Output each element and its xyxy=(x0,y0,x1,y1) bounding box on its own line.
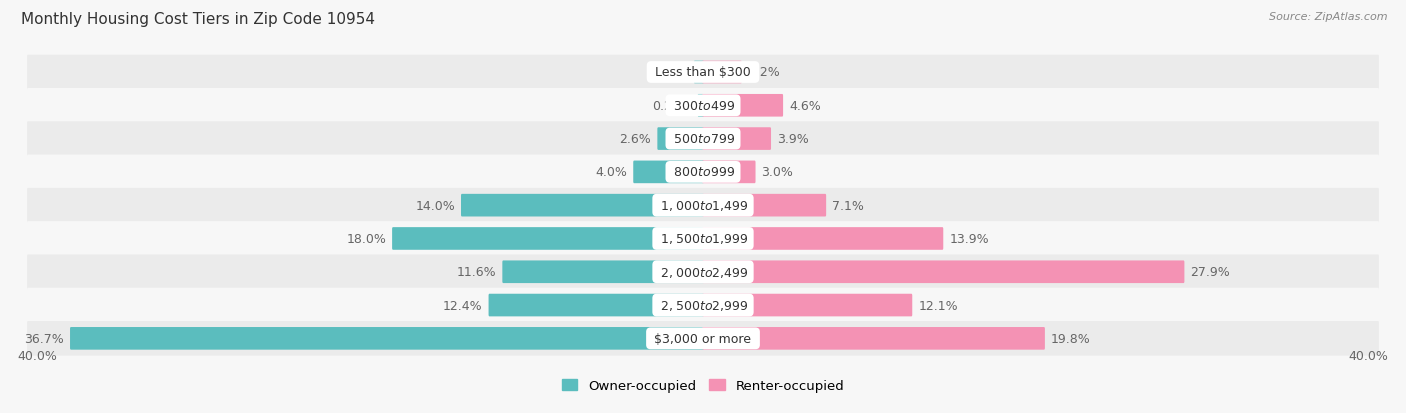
FancyBboxPatch shape xyxy=(27,288,1379,323)
Text: 4.6%: 4.6% xyxy=(789,100,821,112)
FancyBboxPatch shape xyxy=(502,261,704,283)
FancyBboxPatch shape xyxy=(27,155,1379,190)
FancyBboxPatch shape xyxy=(27,188,1379,223)
FancyBboxPatch shape xyxy=(27,255,1379,290)
Text: 12.1%: 12.1% xyxy=(918,299,957,312)
Legend: Owner-occupied, Renter-occupied: Owner-occupied, Renter-occupied xyxy=(557,374,849,398)
Text: 36.7%: 36.7% xyxy=(24,332,65,345)
FancyBboxPatch shape xyxy=(702,95,783,117)
Text: 11.6%: 11.6% xyxy=(457,266,496,279)
Text: $300 to $499: $300 to $499 xyxy=(669,100,737,112)
Text: 14.0%: 14.0% xyxy=(415,199,456,212)
FancyBboxPatch shape xyxy=(392,228,704,250)
Text: 19.8%: 19.8% xyxy=(1050,332,1091,345)
FancyBboxPatch shape xyxy=(70,327,704,350)
FancyBboxPatch shape xyxy=(488,294,704,317)
Text: 3.0%: 3.0% xyxy=(762,166,793,179)
FancyBboxPatch shape xyxy=(702,128,770,150)
Text: 2.6%: 2.6% xyxy=(620,133,651,146)
FancyBboxPatch shape xyxy=(658,128,704,150)
Text: $2,500 to $2,999: $2,500 to $2,999 xyxy=(657,298,749,312)
Text: 18.0%: 18.0% xyxy=(346,233,387,245)
FancyBboxPatch shape xyxy=(27,321,1379,356)
Text: 40.0%: 40.0% xyxy=(1348,349,1389,363)
Text: 12.4%: 12.4% xyxy=(443,299,482,312)
FancyBboxPatch shape xyxy=(695,62,704,84)
FancyBboxPatch shape xyxy=(702,261,1184,283)
FancyBboxPatch shape xyxy=(702,195,827,217)
FancyBboxPatch shape xyxy=(702,62,742,84)
Text: $1,500 to $1,999: $1,500 to $1,999 xyxy=(657,232,749,246)
Text: Source: ZipAtlas.com: Source: ZipAtlas.com xyxy=(1270,12,1388,22)
FancyBboxPatch shape xyxy=(697,95,704,117)
Text: $1,000 to $1,499: $1,000 to $1,499 xyxy=(657,199,749,213)
Text: 13.9%: 13.9% xyxy=(949,233,988,245)
Text: $2,000 to $2,499: $2,000 to $2,499 xyxy=(657,265,749,279)
Text: Monthly Housing Cost Tiers in Zip Code 10954: Monthly Housing Cost Tiers in Zip Code 1… xyxy=(21,12,375,27)
Text: 3.9%: 3.9% xyxy=(778,133,808,146)
Text: 27.9%: 27.9% xyxy=(1191,266,1230,279)
Text: 0.48%: 0.48% xyxy=(648,66,688,79)
FancyBboxPatch shape xyxy=(461,195,704,217)
Text: 4.0%: 4.0% xyxy=(595,166,627,179)
FancyBboxPatch shape xyxy=(27,55,1379,90)
Text: $500 to $799: $500 to $799 xyxy=(669,133,737,146)
Text: 2.2%: 2.2% xyxy=(748,66,779,79)
FancyBboxPatch shape xyxy=(702,294,912,317)
Text: $800 to $999: $800 to $999 xyxy=(669,166,737,179)
Text: Less than $300: Less than $300 xyxy=(651,66,755,79)
FancyBboxPatch shape xyxy=(27,222,1379,256)
FancyBboxPatch shape xyxy=(702,327,1045,350)
FancyBboxPatch shape xyxy=(27,89,1379,123)
FancyBboxPatch shape xyxy=(27,122,1379,157)
Text: 40.0%: 40.0% xyxy=(17,349,58,363)
Text: 0.26%: 0.26% xyxy=(652,100,692,112)
FancyBboxPatch shape xyxy=(633,161,704,184)
FancyBboxPatch shape xyxy=(702,228,943,250)
Text: 7.1%: 7.1% xyxy=(832,199,865,212)
Text: $3,000 or more: $3,000 or more xyxy=(651,332,755,345)
FancyBboxPatch shape xyxy=(702,161,755,184)
